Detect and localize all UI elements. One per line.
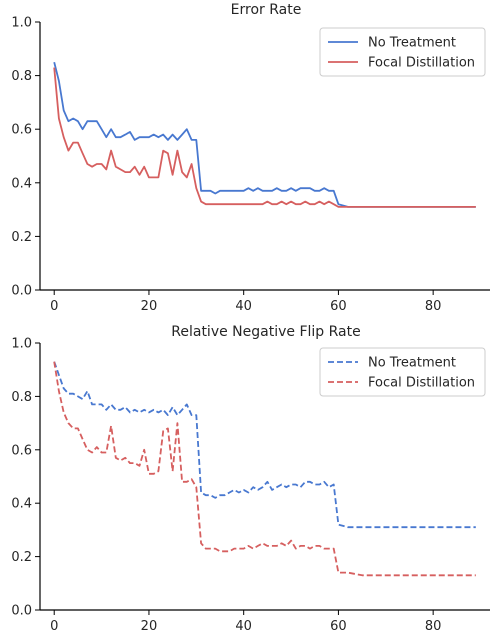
y-tick-label: 0.8: [11, 69, 32, 84]
legend: No Treatment Focal Distillation: [319, 27, 486, 77]
legend-frame: [319, 347, 486, 397]
series-line-focal-distillation: [53, 67, 476, 208]
legend-label: No Treatment: [368, 356, 456, 371]
x-tick-label: 40: [235, 299, 252, 314]
x-tick-label: 60: [330, 299, 347, 314]
y-tick-label: 0.4: [11, 497, 32, 512]
x-tick-label: 0: [50, 299, 58, 314]
y-tick-label: 0.2: [11, 550, 32, 565]
series-line-focal-distillation: [53, 361, 476, 577]
series-line-no-treatment: [53, 61, 476, 208]
y-tick-label: 0.4: [11, 176, 32, 191]
error-rate-panel: Error Rate 0.0 0.2 0.4 0.6 0.8 1.0 0 20 40 60 80 No…: [11, 2, 490, 314]
y-tick-label: 0.0: [11, 284, 32, 299]
x-tick-label: 0: [50, 619, 58, 634]
x-tick-label: 80: [425, 619, 442, 634]
legend-label: Focal Distillation: [368, 376, 475, 391]
chart-title: Error Rate: [231, 2, 302, 18]
legend-label: No Treatment: [368, 36, 456, 51]
y-tick-label: 1.0: [11, 337, 32, 352]
series-line-no-treatment: [53, 361, 476, 529]
x-tick-label: 20: [141, 619, 158, 634]
x-tick-label: 80: [425, 299, 442, 314]
y-tick-label: 0.6: [11, 123, 32, 138]
y-tick-label: 0.8: [11, 390, 32, 405]
legend-label: Focal Distillation: [368, 56, 475, 71]
legend: No Treatment Focal Distillation: [319, 347, 486, 397]
x-tick-label: 60: [330, 619, 347, 634]
y-tick-label: 1.0: [11, 16, 32, 31]
flip-rate-panel: Relative Negative Flip Rate 0.0 0.2 0.4 0.6…: [11, 324, 490, 634]
x-tick-label: 20: [141, 299, 158, 314]
y-tick-label: 0.2: [11, 230, 32, 245]
chart-title: Relative Negative Flip Rate: [171, 324, 360, 340]
y-tick-label: 0.6: [11, 443, 32, 458]
x-tick-label: 40: [235, 619, 252, 634]
legend-frame: [319, 27, 486, 77]
y-tick-label: 0.0: [11, 604, 32, 619]
